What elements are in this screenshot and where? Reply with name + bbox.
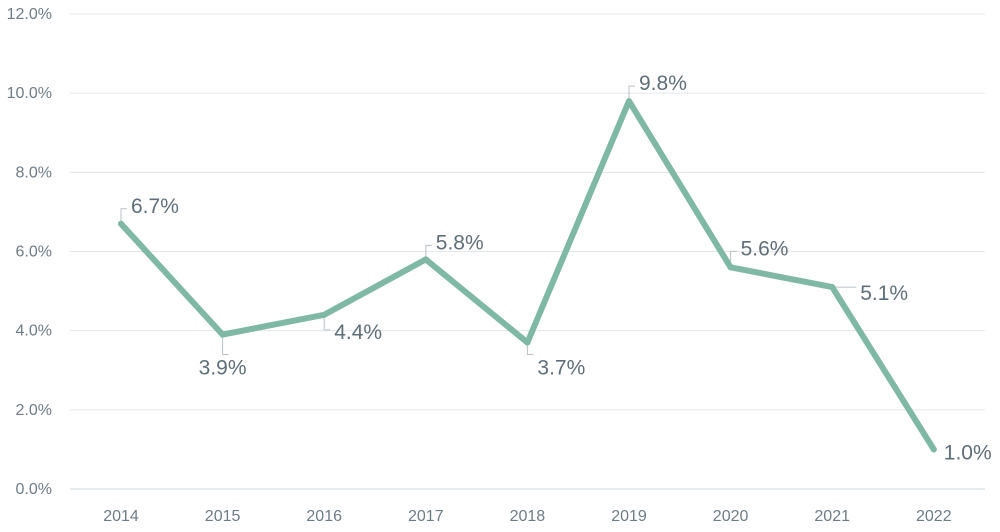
leader-layer (120, 85, 857, 356)
data-label: 5.8% (436, 231, 484, 254)
data-label-leader (323, 316, 331, 331)
y-tick-label: 10.0% (7, 85, 52, 102)
x-tick-label: 2014 (103, 508, 139, 525)
data-label-leader (526, 344, 534, 356)
label-layer: 6.7% 3.9% 4.4% 5.8% 3.7% 9.8% 5.6% 5.1% 1.0% (131, 72, 992, 464)
data-point (829, 284, 836, 291)
series-line (118, 98, 937, 453)
x-tick-label: 2017 (408, 508, 444, 525)
data-point (626, 98, 632, 105)
data-label: 6.7% (131, 195, 179, 218)
data-label: 5.1% (860, 282, 908, 305)
data-point (422, 256, 429, 263)
data-label-leader (628, 85, 635, 100)
grid-layer (70, 13, 985, 490)
x-tick-label: 2015 (205, 508, 241, 525)
series-layer (118, 98, 937, 453)
y-tick-label: 2.0% (16, 402, 52, 419)
y-tick-label: 4.0% (16, 323, 52, 340)
data-label: 1.0% (944, 441, 992, 464)
data-point (524, 339, 531, 346)
data-label: 5.6% (741, 237, 789, 260)
x-tick-label: 2016 (306, 508, 342, 525)
data-point (727, 264, 734, 271)
x-tick-label: 2021 (814, 508, 850, 525)
x-tick-label: 2019 (611, 508, 647, 525)
x-tick-label: 2022 (916, 508, 952, 525)
y-tick-label: 8.0% (16, 164, 52, 181)
axis-layer: 0.0% 2.0% 4.0% 6.0% 8.0% 10.0% 12.0% 2014 2015 20… (7, 6, 952, 525)
data-label-leader (120, 208, 127, 222)
data-label: 9.8% (639, 72, 687, 95)
data-label: 3.7% (537, 357, 585, 380)
x-tick-label: 2018 (510, 508, 546, 525)
data-label-leader (425, 244, 432, 258)
data-label: 4.4% (334, 321, 382, 344)
data-label-leader (730, 250, 737, 266)
data-point (321, 311, 328, 318)
y-tick-label: 6.0% (16, 244, 52, 261)
data-label-leader (222, 336, 229, 356)
data-point (930, 446, 937, 453)
data-point (219, 331, 226, 338)
y-tick-label: 12.0% (7, 6, 52, 23)
y-tick-label: 0.0% (16, 481, 52, 498)
x-tick-label: 2020 (713, 508, 749, 525)
data-point (118, 220, 124, 227)
data-label: 3.9% (199, 357, 247, 380)
